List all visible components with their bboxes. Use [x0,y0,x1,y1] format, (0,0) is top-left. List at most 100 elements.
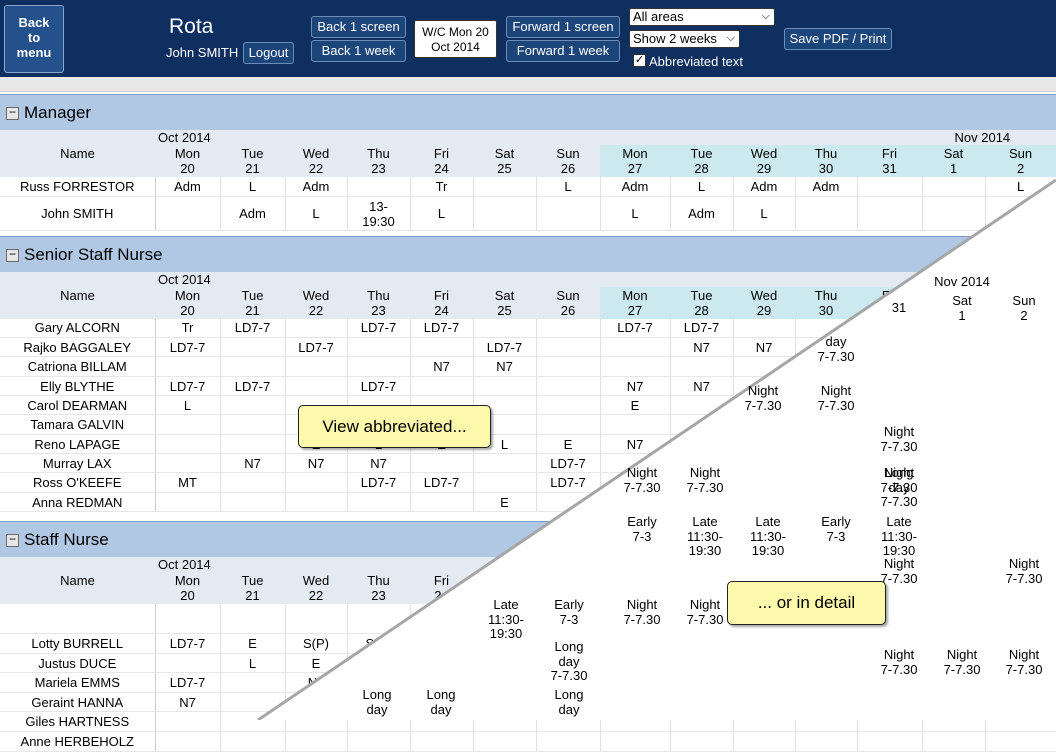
staff-name[interactable]: Rajko BAGGALEY [0,337,156,357]
shift-cell[interactable] [155,434,221,454]
shift-cell[interactable]: N7 [733,337,796,357]
shift-cell[interactable]: L [600,196,671,231]
shift-cell[interactable] [410,337,474,357]
shift-cell[interactable] [857,731,923,752]
shift-cell[interactable] [410,492,474,512]
shift-cell[interactable]: N7 [347,453,411,473]
shift-cell[interactable]: MT [155,472,221,493]
back-screen-button[interactable]: Back 1 screen [311,16,406,38]
shift-cell[interactable] [347,492,411,512]
shift-cell[interactable] [155,492,221,512]
shift-cell[interactable]: E [473,492,537,512]
shift-cell[interactable] [410,376,474,396]
staff-name[interactable]: John SMITH [0,196,156,231]
shift-cell[interactable] [347,356,411,377]
shift-cell[interactable] [220,672,286,693]
staff-name[interactable]: Russ FORRESTOR [0,176,156,197]
shift-cell[interactable]: LD7-7 [410,472,474,493]
shift-cell[interactable]: Adm [733,176,796,197]
shift-cell[interactable] [220,395,286,415]
shift-cell[interactable] [285,492,348,512]
shift-cell[interactable] [473,731,537,752]
staff-name[interactable]: Lotty BURRELL [0,633,156,654]
staff-name[interactable]: Carol DEARMAN [0,395,156,415]
shift-cell[interactable]: LD7-7 [347,376,411,396]
shift-cell[interactable] [536,395,601,415]
shift-cell[interactable]: LD7-7 [536,472,601,493]
shift-cell[interactable]: Adm [285,176,348,197]
shift-cell[interactable] [473,318,537,338]
shift-cell[interactable] [285,356,348,377]
staff-name[interactable]: Gary ALCORN [0,318,156,338]
forward-screen-button[interactable]: Forward 1 screen [506,16,620,38]
shift-cell[interactable] [922,196,986,231]
shift-cell[interactable] [220,356,286,377]
weeks-select[interactable]: Show 2 weeks ⌵ [629,30,740,48]
shift-cell[interactable]: L [155,395,221,415]
shift-cell[interactable]: L [285,196,348,231]
shift-cell[interactable]: Adm [795,176,858,197]
shift-cell[interactable]: Adm [600,176,671,197]
shift-cell[interactable] [857,176,923,197]
shift-cell[interactable]: N7 [600,376,671,396]
shift-cell[interactable] [536,356,601,377]
shift-cell[interactable] [155,356,221,377]
shift-cell[interactable]: E [536,434,601,454]
shift-cell[interactable] [922,731,986,752]
shift-cell[interactable] [285,318,348,338]
staff-name[interactable]: Anna REDMAN [0,492,156,512]
shift-cell[interactable] [155,414,221,435]
staff-name[interactable]: Anne HERBEHOLZ [0,731,156,752]
shift-cell[interactable]: LD7-7 [155,376,221,396]
collapse-icon[interactable]: − [6,106,19,120]
save-pdf-print-button[interactable]: Save PDF / Print [784,28,892,50]
shift-cell[interactable] [285,731,348,752]
shift-cell[interactable] [155,653,221,673]
shift-cell[interactable] [600,356,671,377]
shift-cell[interactable]: LD7-7 [600,318,671,338]
shift-cell[interactable]: LD7-7 [285,337,348,357]
shift-cell[interactable]: L [733,196,796,231]
shift-cell[interactable]: Tr [155,318,221,338]
shift-cell[interactable] [473,472,537,493]
shift-cell[interactable] [473,176,537,197]
shift-cell[interactable]: N7 [410,356,474,377]
staff-name[interactable]: Mariela EMMS [0,672,156,693]
shift-cell[interactable]: E [600,395,671,415]
shift-cell[interactable] [220,337,286,357]
shift-cell[interactable] [347,337,411,357]
shift-cell[interactable]: N7 [473,356,537,377]
shift-cell[interactable] [536,318,601,338]
staff-name[interactable]: Reno LAPAGE [0,434,156,454]
shift-cell[interactable] [922,176,986,197]
shift-cell[interactable] [985,731,1056,752]
shift-cell[interactable]: N7 [220,453,286,473]
shift-cell[interactable]: LD7-7 [536,453,601,473]
back-to-menu-button[interactable]: Back to menu [4,5,64,73]
collapse-icon[interactable]: − [6,533,19,547]
shift-cell[interactable] [600,337,671,357]
shift-cell[interactable] [795,731,858,752]
collapse-icon[interactable]: − [6,248,19,262]
shift-cell[interactable]: L [220,653,286,673]
shift-cell[interactable]: 13- 19:30 [347,196,411,231]
staff-name[interactable]: Elly BLYTHE [0,376,156,396]
shift-cell[interactable] [285,472,348,493]
shift-cell[interactable]: N7 [600,434,671,454]
shift-cell[interactable]: LD7-7 [473,337,537,357]
shift-cell[interactable] [536,731,601,752]
shift-cell[interactable] [536,414,601,435]
shift-cell[interactable] [220,472,286,493]
shift-cell[interactable] [857,196,923,231]
staff-name[interactable]: Justus DUCE [0,653,156,673]
forward-week-button[interactable]: Forward 1 week [506,40,620,62]
shift-cell[interactable]: N7 [285,453,348,473]
shift-cell[interactable] [536,337,601,357]
shift-cell[interactable]: Tr [410,176,474,197]
staff-name[interactable] [0,603,156,634]
back-week-button[interactable]: Back 1 week [311,40,406,62]
staff-name[interactable]: Ross O'KEEFE [0,472,156,493]
shift-cell[interactable]: L [536,176,601,197]
shift-cell[interactable] [795,196,858,231]
shift-cell[interactable]: E [220,633,286,654]
